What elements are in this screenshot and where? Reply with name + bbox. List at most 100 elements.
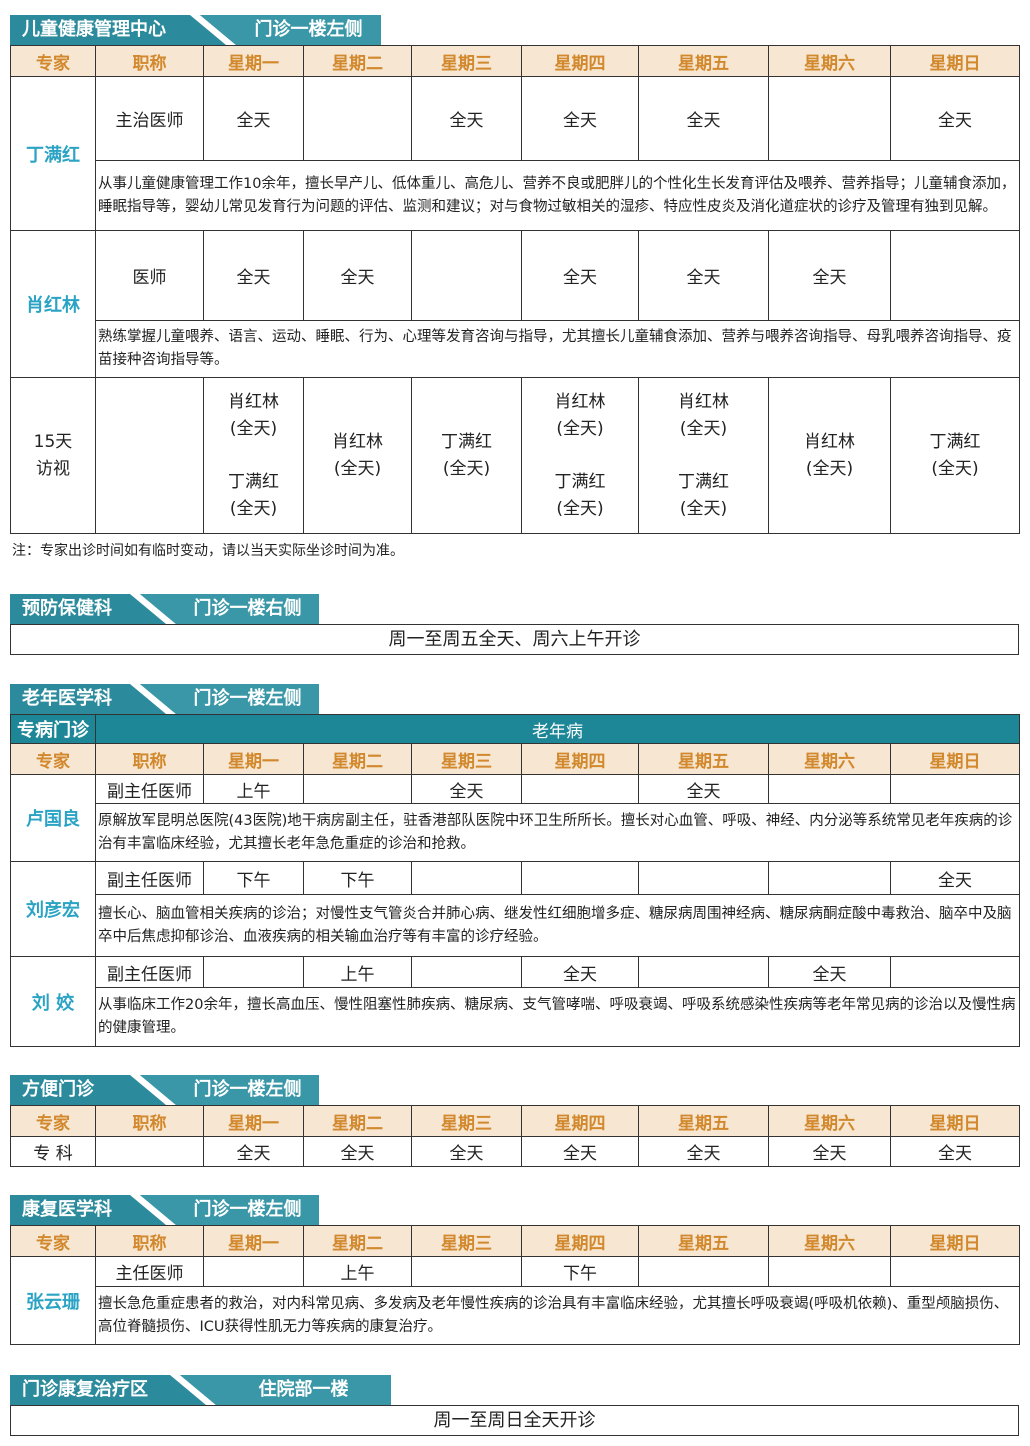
schedule-cell: [411, 861, 522, 895]
schedule-cell: 全天: [638, 1136, 769, 1167]
schedule-cell: [203, 1256, 304, 1287]
schedule-table: 专家 职称 星期一 星期二 星期三 星期四 星期五 星期六 星期日 丁满红 主治医师 全天 全天 全天 全天…: [10, 45, 1020, 534]
visit-entry-line: 丁满红: [678, 471, 729, 492]
schedule-cell: 全天: [411, 1136, 522, 1167]
visit-entry: 丁满红 (全天): [891, 429, 1019, 483]
schedule-cell: 全天: [768, 1136, 891, 1167]
doctor-schedule-row: 卢国良 副主任医师 上午 全天 全天: [10, 774, 1020, 862]
visit-entry: 丁满红 (全天): [412, 429, 521, 483]
column-header: 星期二: [303, 743, 412, 775]
special-clinic-name: 老年病: [95, 714, 1020, 744]
schedule-cell: [768, 861, 891, 895]
header-row: 专家 职称 星期一 星期二 星期三 星期四 星期五 星期六 星期日: [10, 1105, 1020, 1137]
section-tab: 老年医学科 门诊一楼左侧: [10, 684, 1019, 714]
column-header: 星期一: [203, 1105, 304, 1137]
doctor-title: 主任医师: [95, 1256, 204, 1287]
column-header: 星期四: [521, 1225, 639, 1257]
section-title: 方便门诊: [10, 1075, 130, 1105]
schedule-cell: 全天: [521, 230, 639, 321]
visit-entry-line: (全天): [442, 458, 491, 479]
section-location: 门诊一楼左侧: [176, 1195, 319, 1225]
schedule-cell: 全天: [411, 774, 522, 804]
column-header: 星期三: [411, 1105, 522, 1137]
doctor-title: [95, 1136, 204, 1167]
visit-entry-line: 肖红林: [678, 391, 729, 412]
column-header: 星期六: [768, 1105, 891, 1137]
visit-entry-line: (全天): [679, 498, 728, 519]
schedule-cell: 全天: [521, 1136, 639, 1167]
doctor-title: 副主任医师: [95, 956, 204, 988]
visit-cell: 丁满红 (全天): [411, 377, 522, 534]
visit-entry-line: (全天): [556, 498, 604, 519]
column-header: 星期一: [203, 743, 304, 775]
visit-cell: 肖红林 (全天) 丁满红 (全天): [203, 377, 304, 534]
section-title: 老年医学科: [10, 684, 130, 714]
section-tab: 康复医学科 门诊一楼左侧: [10, 1195, 1019, 1225]
section-location: 门诊一楼左侧: [176, 1075, 319, 1105]
column-header: 职称: [95, 1225, 204, 1257]
column-header: 星期三: [411, 743, 522, 775]
section-location: 门诊一楼左侧: [236, 15, 381, 45]
visit-entry: 肖红林 (全天): [204, 389, 303, 443]
hours-bar: 周一至周五全天、周六上午开诊: [10, 624, 1019, 655]
doctor-bio: 从事儿童健康管理工作10余年，擅长早产儿、低体重儿、高危儿、营养不良或肥胖儿的个…: [95, 160, 1020, 231]
section-3: 方便门诊 门诊一楼左侧 专家 职称 星期一 星期二 星期三 星期四 星期五 星期六 星期日专 科 全天…: [10, 1075, 1020, 1167]
column-header: 星期日: [890, 45, 1020, 77]
doctor-bio: 从事临床工作20余年，擅长高血压、慢性阻塞性肺疾病、糖尿病、支气管哮喘、呼吸衰竭…: [95, 987, 1020, 1047]
column-header: 星期一: [203, 45, 304, 77]
tab-divider-icon: [130, 1075, 176, 1105]
schedule-cell: 全天: [890, 1136, 1020, 1167]
doctor-schedule-row: 刘 姣副主任医师 上午 全天 全天: [10, 956, 1020, 1047]
column-header: 专家: [10, 1225, 96, 1257]
doctor-bio-row: 原解放军昆明总医院(43医院)地干病房副主任，驻香港部队医院中环卫生所所长。擅长…: [11, 803, 1020, 862]
doctor-bio-row: 擅长心、脑血管相关疾病的诊治；对慢性支气管炎合并肺心病、继发性红细胞增多症、糖尿…: [11, 894, 1020, 957]
visit-cell: 肖红林 (全天): [768, 377, 891, 534]
visit-label-line: 15天: [33, 431, 73, 452]
visit-label-line: 访视: [36, 458, 70, 479]
section-tab: 儿童健康管理中心 门诊一楼左侧: [10, 15, 1019, 45]
visit-cell: 肖红林 (全天) 丁满红 (全天): [521, 377, 639, 534]
schedule-cell: [303, 774, 412, 804]
schedule-cell: [890, 1256, 1020, 1287]
visit-entry: 肖红林 (全天): [639, 389, 768, 443]
doctor-schedule-row: 肖红林 医师 全天 全天 全天 全天 全天: [10, 230, 1020, 378]
visit-entry-line: 丁满红: [441, 431, 492, 452]
section-1: 预防保健科 门诊一楼右侧 周一至周五全天、周六上午开诊: [10, 594, 1019, 655]
visit-entry-line: (全天): [333, 458, 382, 479]
section-tab: 门诊康复治疗区 住院部一楼: [10, 1375, 1019, 1405]
doctor-schedule-row: 张云珊 主任医师 上午 下午: [10, 1256, 1020, 1345]
visit-entry-line: 丁满红: [929, 431, 981, 452]
schedule-cell: [411, 1256, 522, 1287]
schedule-cell: [411, 230, 522, 321]
doctor-schedule-row: 专 科全天 全天 全天 全天 全天 全天 全天: [10, 1136, 1020, 1167]
visit-entry: 肖红林 (全天): [304, 429, 411, 483]
visit-entry-line: 丁满红: [554, 471, 606, 492]
schedule-cell: 全天: [203, 1136, 304, 1167]
column-header: 职称: [95, 743, 204, 775]
doctor-bio-row: 从事儿童健康管理工作10余年，擅长早产儿、低体重儿、高危儿、营养不良或肥胖儿的个…: [11, 160, 1020, 231]
tab-divider-icon: [130, 1195, 176, 1225]
column-header: 星期六: [768, 743, 891, 775]
header-row: 专家 职称 星期一 星期二 星期三 星期四 星期五 星期六 星期日: [10, 1225, 1020, 1257]
visit-entry: 肖红林 (全天): [522, 389, 638, 443]
column-header: 星期日: [890, 743, 1020, 775]
schedule-cell: 全天: [768, 230, 891, 321]
schedule-table: 专病门诊 老年病 专家 职称 星期一 星期二 星期三 星期四 星期五 星期六 星期日 卢国良 副主任医师…: [10, 714, 1020, 1047]
schedule-cell: [638, 956, 769, 988]
visit-row: 15天 访视 肖红林 (全天) 丁满红 (全天) 肖红林 (全天) 丁满红 (全天) 肖红林 (全天)…: [10, 377, 1020, 534]
column-header: 专家: [10, 1105, 96, 1137]
schedule-cell: 全天: [521, 76, 639, 161]
doctor-bio: 擅长急危重症患者的救治，对内科常见病、多发病及老年慢性疾病的诊治具有丰富临床经验…: [95, 1286, 1020, 1345]
hours-bar: 周一至周日全天开诊: [10, 1405, 1019, 1436]
visit-entry-line: (全天): [931, 458, 979, 479]
schedule-cell: 全天: [521, 956, 639, 988]
visit-entry-line: 肖红林: [554, 391, 606, 412]
section-tab: 预防保健科 门诊一楼右侧: [10, 594, 1019, 624]
doctor-title: 医师: [95, 230, 204, 321]
section-title: 预防保健科: [10, 594, 130, 624]
schedule-cell: 全天: [890, 861, 1020, 895]
schedule-cell: [203, 956, 304, 988]
tab-divider-icon: [170, 1375, 216, 1405]
visit-title-cell: [95, 377, 204, 534]
column-header: 星期四: [521, 743, 639, 775]
